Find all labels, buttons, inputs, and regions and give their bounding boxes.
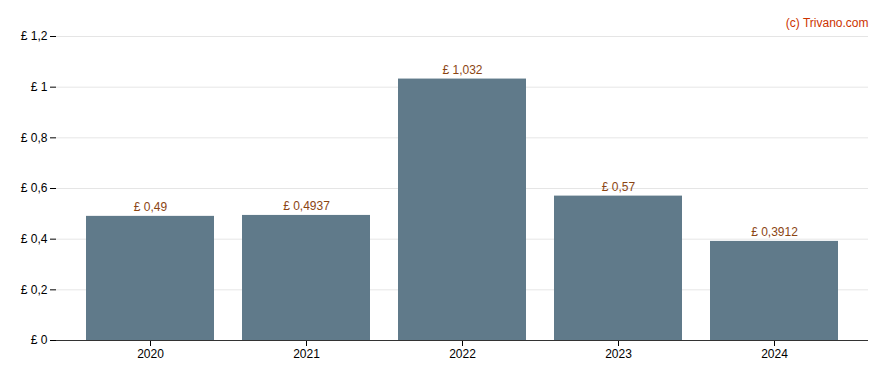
svg-text:2023: 2023: [605, 347, 632, 361]
svg-text:£ 0,57: £ 0,57: [602, 180, 636, 194]
svg-text:£ 0,4: £ 0,4: [21, 232, 48, 246]
svg-text:£ 1: £ 1: [31, 80, 48, 94]
svg-text:£ 1,032: £ 1,032: [442, 63, 482, 77]
svg-text:2020: 2020: [137, 347, 164, 361]
svg-text:£ 0,4937: £ 0,4937: [283, 199, 330, 213]
svg-text:2021: 2021: [293, 347, 320, 361]
svg-text:£ 0,8: £ 0,8: [21, 131, 48, 145]
svg-text:£ 0: £ 0: [31, 333, 48, 347]
svg-text:2024: 2024: [761, 347, 788, 361]
svg-text:£ 1,2: £ 1,2: [21, 29, 48, 43]
svg-text:£ 0,49: £ 0,49: [134, 200, 168, 214]
svg-text:(c) Trivano.com: (c) Trivano.com: [786, 16, 869, 30]
svg-text:2022: 2022: [449, 347, 476, 361]
svg-text:£ 0,6: £ 0,6: [21, 181, 48, 195]
svg-text:£ 0,3912: £ 0,3912: [751, 225, 798, 239]
svg-text:£ 0,2: £ 0,2: [21, 283, 48, 297]
